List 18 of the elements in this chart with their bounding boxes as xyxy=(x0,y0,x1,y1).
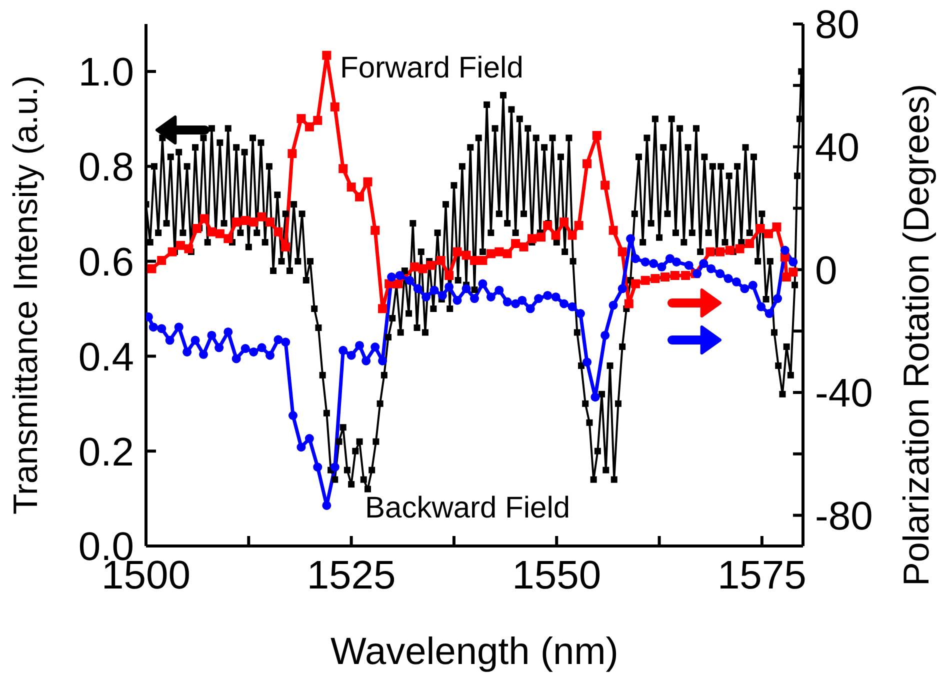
series-label: Forward Field xyxy=(340,52,524,84)
x-tick-label: 1575 xyxy=(717,553,806,598)
y2-tick-label: -40 xyxy=(815,372,873,416)
series-label: Backward Field xyxy=(365,492,570,524)
y-tick-label: 0.8 xyxy=(78,146,134,190)
y-tick-label: 0.6 xyxy=(78,240,134,284)
y2-tick-label: 80 xyxy=(815,3,860,48)
y-tick-label: 0.2 xyxy=(78,430,134,474)
y2-axis-title: Polarization Rotation (Degrees) xyxy=(896,84,936,586)
y2-tick-label: -80 xyxy=(815,494,873,538)
x-tick-label: 1550 xyxy=(512,553,602,598)
x-tick-label: 1525 xyxy=(306,553,396,598)
y2-tick-label: 40 xyxy=(815,126,860,170)
y2-tick-label: 0 xyxy=(815,248,838,293)
y-tick-label: 1.0 xyxy=(78,50,134,95)
y-axis-title: Transmittance Intensity (a.u.) xyxy=(7,75,45,515)
x-axis-title: Wavelength (nm) xyxy=(330,631,618,673)
y-tick-label: 0.4 xyxy=(78,335,134,380)
